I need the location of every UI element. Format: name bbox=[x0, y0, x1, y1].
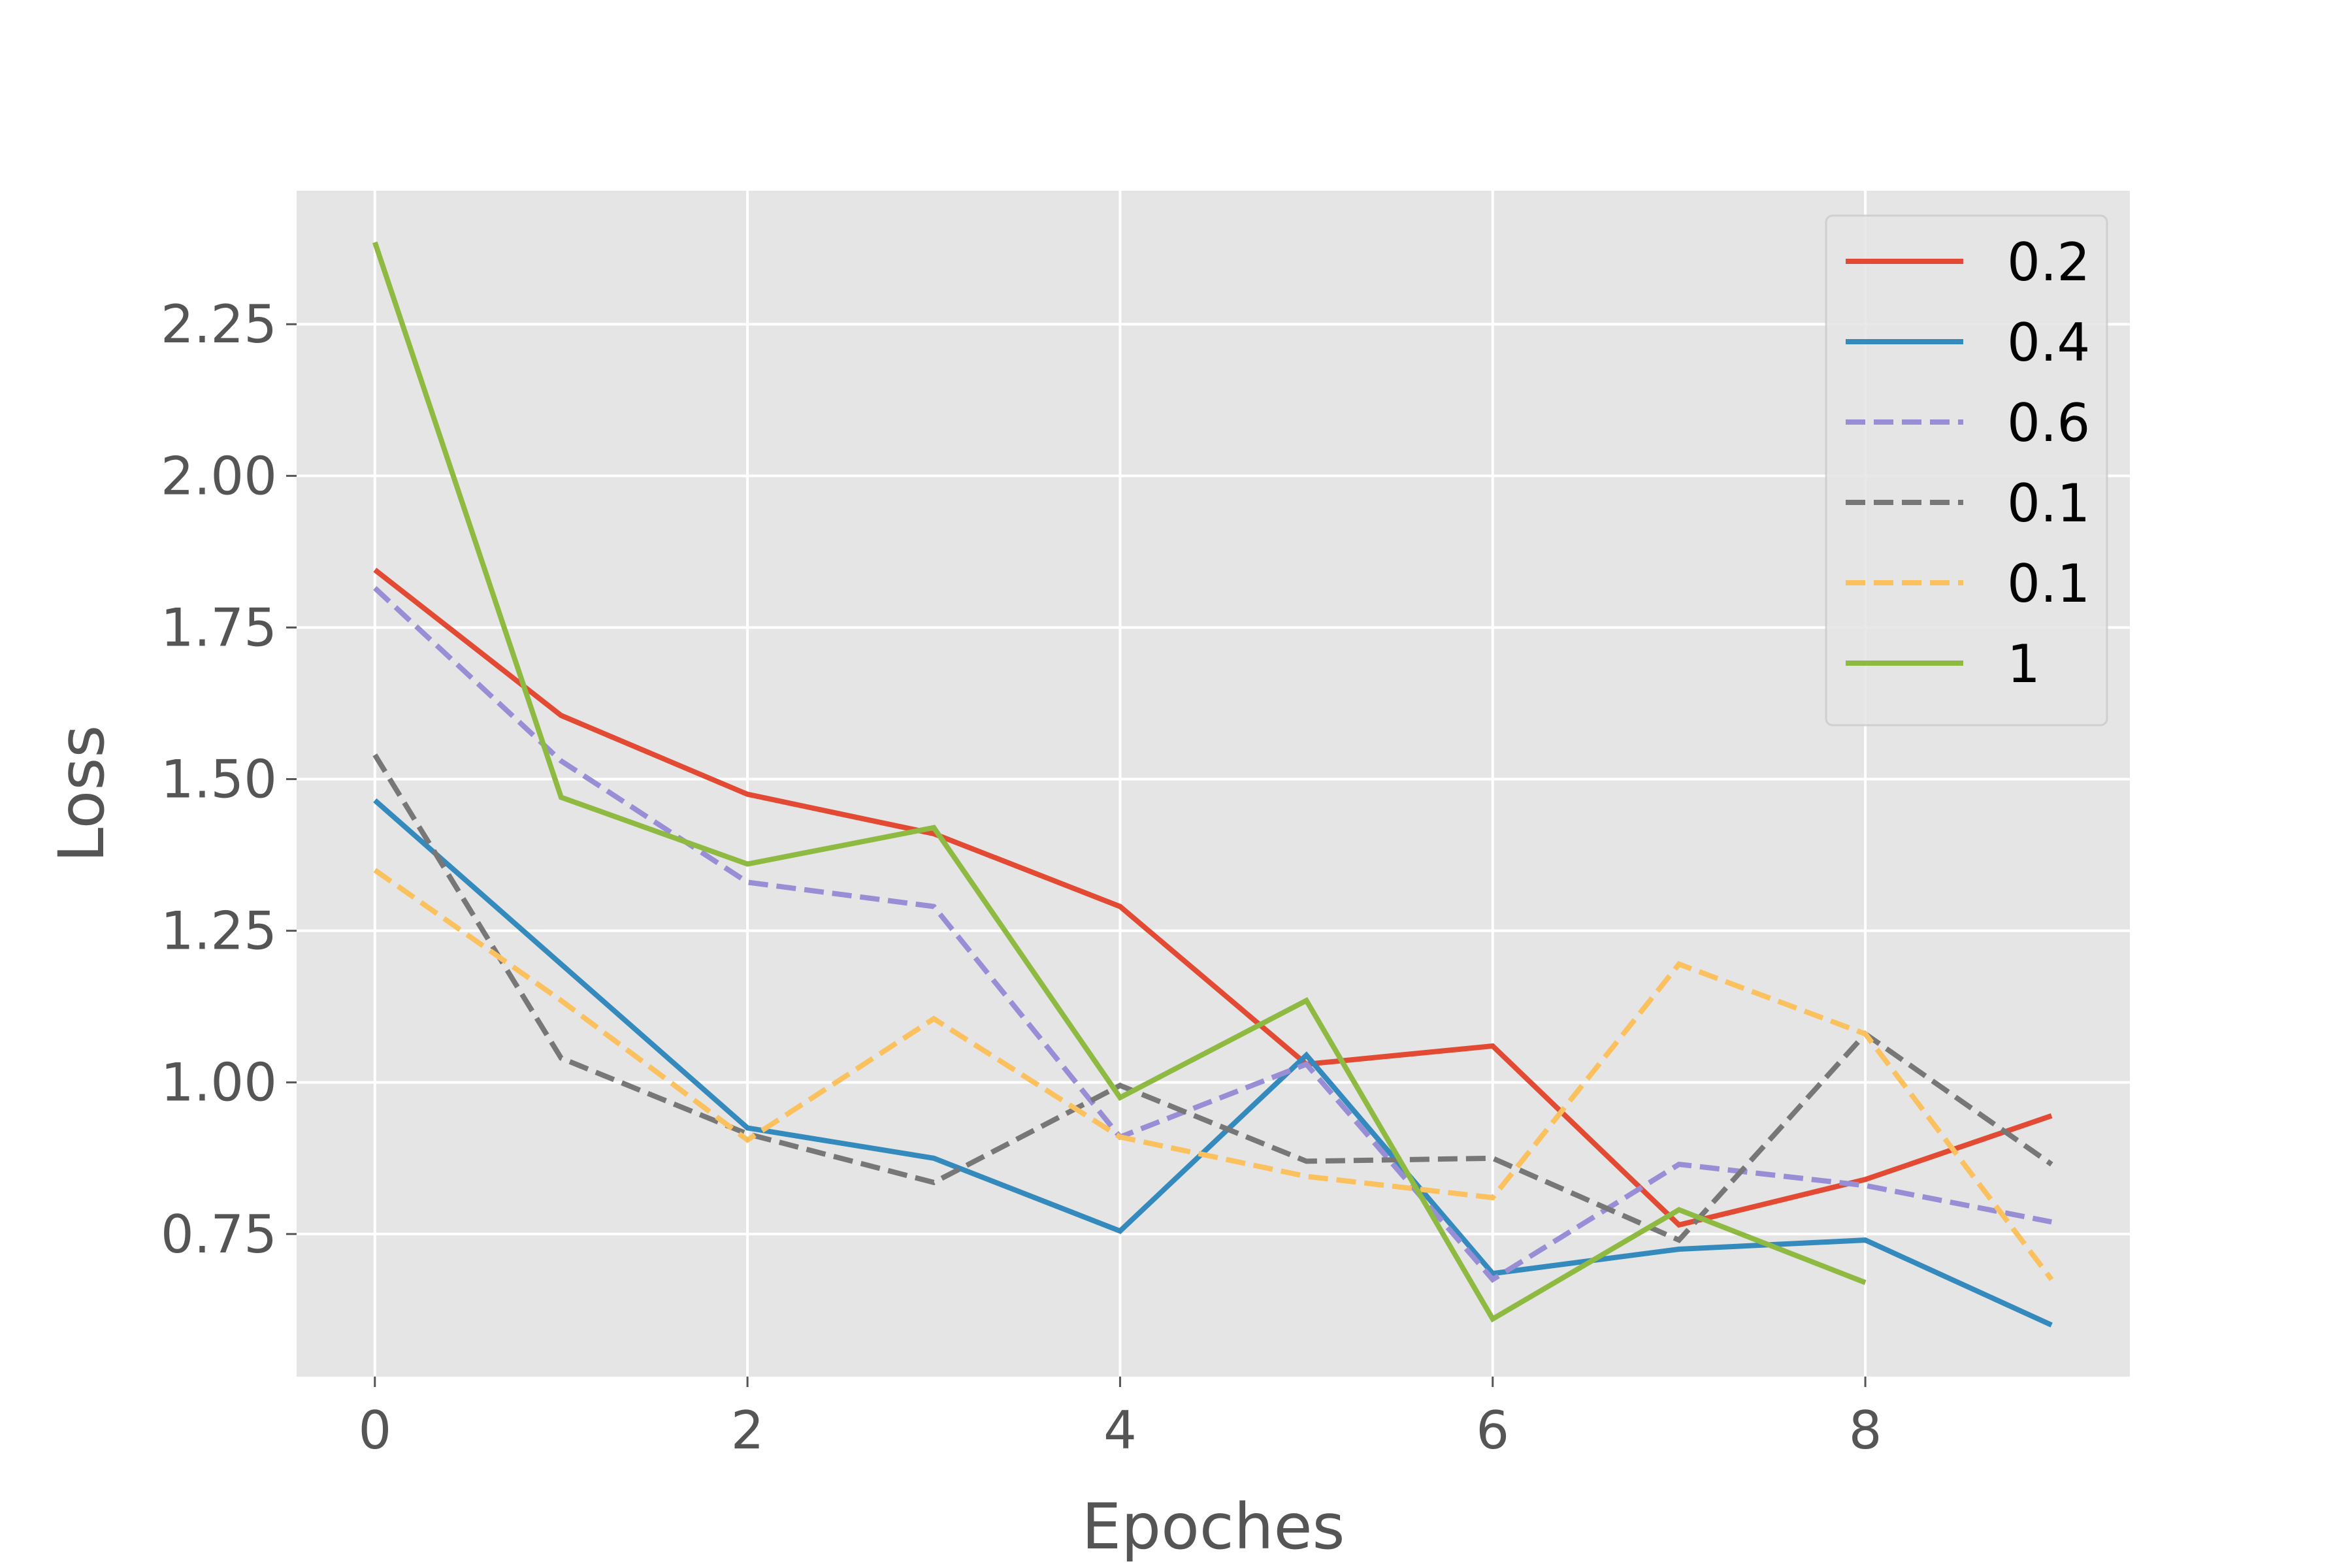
y-tick-label: 2.00 bbox=[161, 446, 277, 506]
y-axis-label: Loss bbox=[45, 725, 118, 863]
y-axis-ticks: 0.75 1.00 1.25 1.50 1.75 2.00 2.25 bbox=[161, 294, 297, 1265]
y-tick-label: 1.25 bbox=[161, 901, 277, 962]
series-line bbox=[372, 241, 1867, 1323]
y-tick-label: 0.75 bbox=[161, 1204, 277, 1265]
series-line bbox=[373, 586, 2052, 1283]
x-tick-label: 6 bbox=[1476, 1400, 1509, 1461]
series-line bbox=[373, 568, 2053, 1228]
legend-label: 0.6 bbox=[2007, 393, 2090, 453]
x-tick-label: 2 bbox=[731, 1400, 764, 1461]
legend-label: 1 bbox=[2007, 634, 2040, 694]
x-axis-ticks: 0 2 4 6 8 bbox=[358, 1377, 1882, 1461]
legend: 0.2 0.4 0.6 0.1 0.1 1 bbox=[1825, 214, 2108, 727]
x-tick-label: 0 bbox=[358, 1400, 391, 1461]
legend-label: 0.1 bbox=[2007, 553, 2090, 614]
legend-label: 0.2 bbox=[2007, 232, 2090, 293]
y-tick-label: 1.00 bbox=[161, 1053, 277, 1113]
x-axis-label: Epoches bbox=[1081, 1490, 1345, 1563]
y-tick-label: 1.75 bbox=[161, 597, 277, 658]
legend-label: 0.1 bbox=[2007, 473, 2090, 534]
x-tick-label: 8 bbox=[1849, 1400, 1882, 1461]
series-line bbox=[373, 868, 2054, 1281]
series-line bbox=[372, 753, 2053, 1243]
series-lines bbox=[372, 241, 2054, 1328]
y-tick-label: 2.25 bbox=[161, 294, 277, 355]
y-tick-label: 1.50 bbox=[161, 749, 277, 810]
grid bbox=[297, 191, 2130, 1377]
x-tick-label: 4 bbox=[1103, 1400, 1137, 1461]
legend-label: 0.4 bbox=[2007, 312, 2090, 373]
